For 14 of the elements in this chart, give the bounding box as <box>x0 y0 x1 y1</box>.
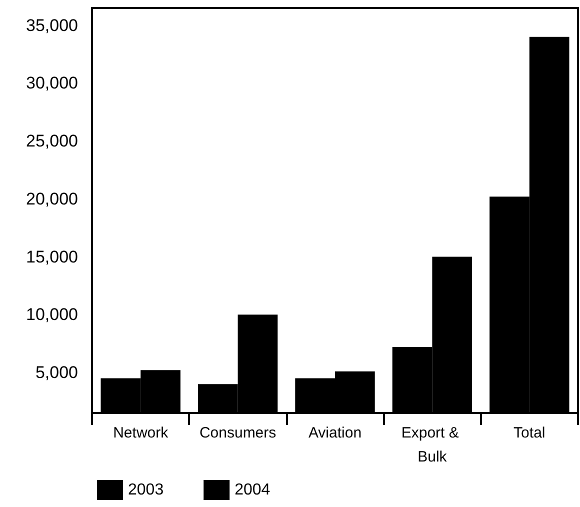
y-tick-label: 5,000 <box>35 363 78 382</box>
legend-label: 2003 <box>128 482 164 498</box>
y-tick-label: 15,000 <box>26 247 78 266</box>
y-tick-label: 25,000 <box>26 132 78 151</box>
legend-label: 2004 <box>234 482 270 498</box>
y-tick-label: 35,000 <box>26 16 78 35</box>
x-tick-label: Network <box>113 424 169 442</box>
y-tick-label: 20,000 <box>26 189 78 208</box>
x-tick-label: Consumers <box>199 424 276 442</box>
x-tick-label: Aviation <box>308 424 362 442</box>
y-tick-label: 10,000 <box>26 305 78 324</box>
x-tick-label: Total <box>514 424 546 442</box>
x-tick-label: Export & Bulk <box>401 424 464 466</box>
y-tick-label: 30,000 <box>26 74 78 93</box>
